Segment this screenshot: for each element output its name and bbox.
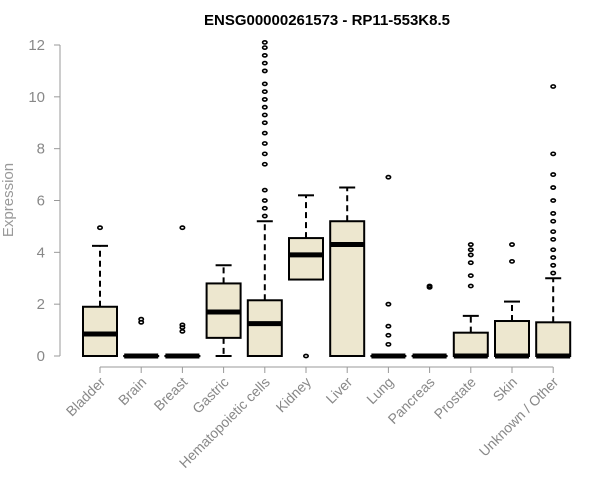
outlier-point: [550, 185, 557, 190]
outlier-point: [467, 273, 474, 279]
outlier-point: [467, 260, 474, 266]
y-tick-label: 0: [37, 348, 45, 365]
outlier-point: [179, 225, 186, 231]
box-group: [246, 40, 283, 358]
outlier-point: [261, 81, 268, 87]
outlier-point: [508, 259, 515, 264]
x-tick-label: Brain: [115, 374, 149, 408]
box-group: [82, 225, 118, 357]
y-tick-label: 4: [37, 244, 45, 261]
outlier-point: [385, 341, 392, 347]
outlier-point: [467, 242, 474, 247]
outlier-point: [550, 236, 557, 242]
outlier-point: [508, 242, 515, 247]
outlier-point: [385, 332, 392, 338]
outlier-point: [550, 247, 557, 253]
box-group: [164, 225, 201, 359]
outlier-point: [385, 301, 392, 307]
outlier-point: [550, 151, 557, 157]
outlier-point: [550, 255, 557, 260]
outlier-point: [261, 198, 268, 203]
outlier-point: [385, 174, 392, 180]
outlier-point: [550, 211, 557, 216]
outlier-point: [261, 141, 268, 146]
box-group: [123, 316, 160, 359]
outlier-point: [550, 270, 557, 276]
x-tick-label: Breast: [151, 374, 191, 414]
x-tick-label: Liver: [323, 374, 356, 407]
outlier-point: [261, 161, 268, 167]
y-tick-label: 12: [28, 37, 45, 54]
y-axis: 0 2 4 6 8 10 12: [28, 37, 61, 365]
outlier-point: [550, 262, 557, 268]
outlier-point: [550, 84, 557, 89]
outlier-point: [261, 97, 268, 102]
outlier-point: [467, 252, 474, 258]
outlier-point: [550, 172, 557, 177]
outlier-point: [261, 130, 268, 136]
x-tick-label: Skin: [490, 374, 521, 405]
outlier-point: [467, 247, 474, 253]
chart-title: ENSG00000261573 - RP11-553K8.5: [204, 12, 450, 29]
box: [246, 299, 283, 358]
outlier-point: [261, 112, 268, 118]
x-tick-label: Bladder: [63, 374, 109, 420]
box-group: [370, 174, 407, 359]
outlier-point: [261, 187, 268, 193]
outlier-point: [261, 45, 268, 50]
outlier-point: [302, 353, 309, 359]
outlier-point: [138, 316, 145, 322]
box-group: [329, 186, 366, 357]
outlier-point: [550, 229, 557, 235]
outlier-point: [179, 328, 186, 334]
outlier-point: [261, 151, 268, 157]
box: [288, 237, 324, 281]
box: [82, 305, 118, 357]
box-group: [288, 194, 324, 359]
box-group: [535, 84, 572, 359]
outlier-point: [261, 213, 268, 219]
y-axis-label: Expression: [0, 163, 17, 237]
outlier-point: [261, 60, 268, 66]
outlier-point: [426, 283, 433, 289]
box: [329, 220, 366, 357]
y-tick-label: 6: [37, 193, 45, 210]
y-tick-label: 2: [37, 296, 45, 313]
box: [535, 321, 572, 357]
y-tick-label: 10: [28, 89, 45, 106]
x-tick-label: Kidney: [273, 374, 315, 416]
outlier-point: [261, 104, 268, 110]
outlier-point: [261, 68, 268, 74]
outlier-point: [261, 120, 268, 126]
box-group: [205, 264, 242, 357]
box-group: [494, 242, 530, 359]
box-group: [452, 242, 489, 359]
outlier-point: [179, 322, 186, 328]
outlier-point: [550, 198, 557, 203]
outlier-point: [261, 89, 268, 95]
y-tick-label: 8: [37, 141, 45, 158]
box: [452, 331, 489, 357]
outlier-point: [550, 218, 557, 224]
outlier-point: [261, 52, 268, 58]
outlier-point: [261, 40, 268, 45]
outlier-point: [261, 205, 268, 211]
plot-area: [82, 40, 572, 359]
outlier-point: [467, 283, 474, 289]
x-tick-label: Prostate: [431, 374, 479, 422]
box-group: [411, 283, 448, 359]
box: [494, 320, 530, 358]
x-tick-label: Lung: [363, 374, 396, 407]
outlier-point: [97, 225, 104, 231]
outlier-point: [385, 323, 392, 329]
